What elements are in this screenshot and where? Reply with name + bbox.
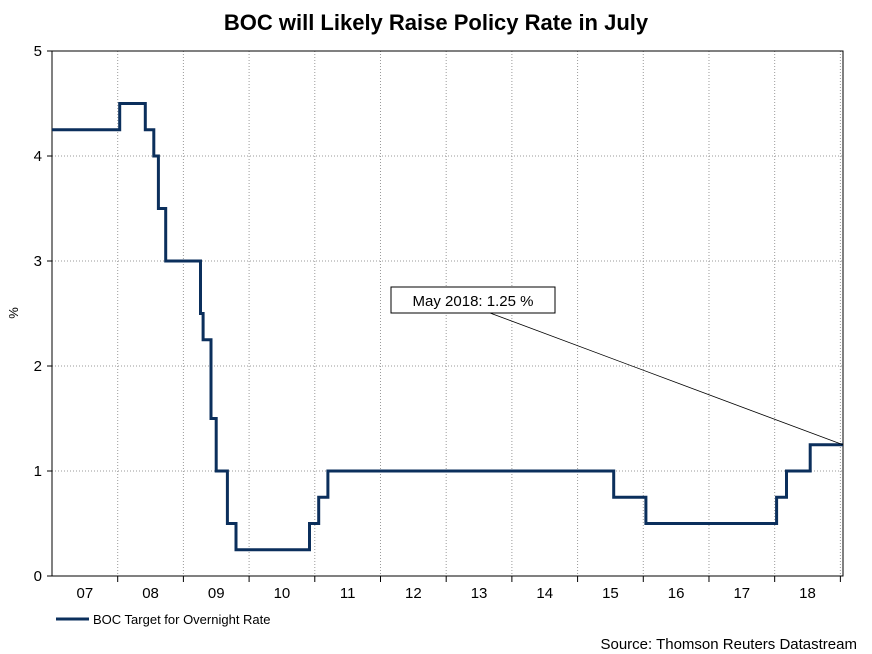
plot-frame [51,50,844,577]
x-tick-label: 12 [405,585,422,602]
y-axis-label: % [6,307,21,319]
annotation-layer: May 2018: 1.25 % [390,286,844,446]
y-tick-label: 0 [34,568,42,585]
x-tick-label: 09 [208,585,225,602]
y-tick-label: 4 [34,148,42,165]
y-tick-label: 1 [34,463,42,480]
legend-label: BOC Target for Overnight Rate [93,612,271,627]
annotation-leader-line [489,312,844,446]
x-tick-label: 08 [142,585,159,602]
x-tick-label: 07 [77,585,94,602]
y-tick-label: 5 [34,43,42,60]
annotation-label: May 2018: 1.25 % [413,293,534,310]
legend: BOC Target for Overnight Rate [56,612,271,627]
x-tick-label: 18 [799,585,816,602]
x-tick-label: 15 [602,585,619,602]
grid [52,51,843,576]
series-line [52,102,843,552]
x-tick-label: 11 [340,585,356,602]
annotation-box [390,286,556,314]
x-tick-label: 13 [471,585,488,602]
y-tick-label: 3 [34,253,42,270]
x-tick-label: 10 [274,585,291,602]
y-axis: 0 1 2 3 4 5 [34,43,52,585]
x-axis: 07 08 09 10 11 12 13 14 15 16 17 18 [77,576,841,602]
series-layer [52,102,843,552]
x-tick-label: 17 [733,585,750,602]
chart-title: BOC will Likely Raise Policy Rate in Jul… [224,10,649,35]
x-tick-label: 16 [668,585,685,602]
y-tick-label: 2 [34,358,42,375]
source-note: Source: Thomson Reuters Datastream [600,636,857,653]
x-tick-label: 14 [536,585,553,602]
